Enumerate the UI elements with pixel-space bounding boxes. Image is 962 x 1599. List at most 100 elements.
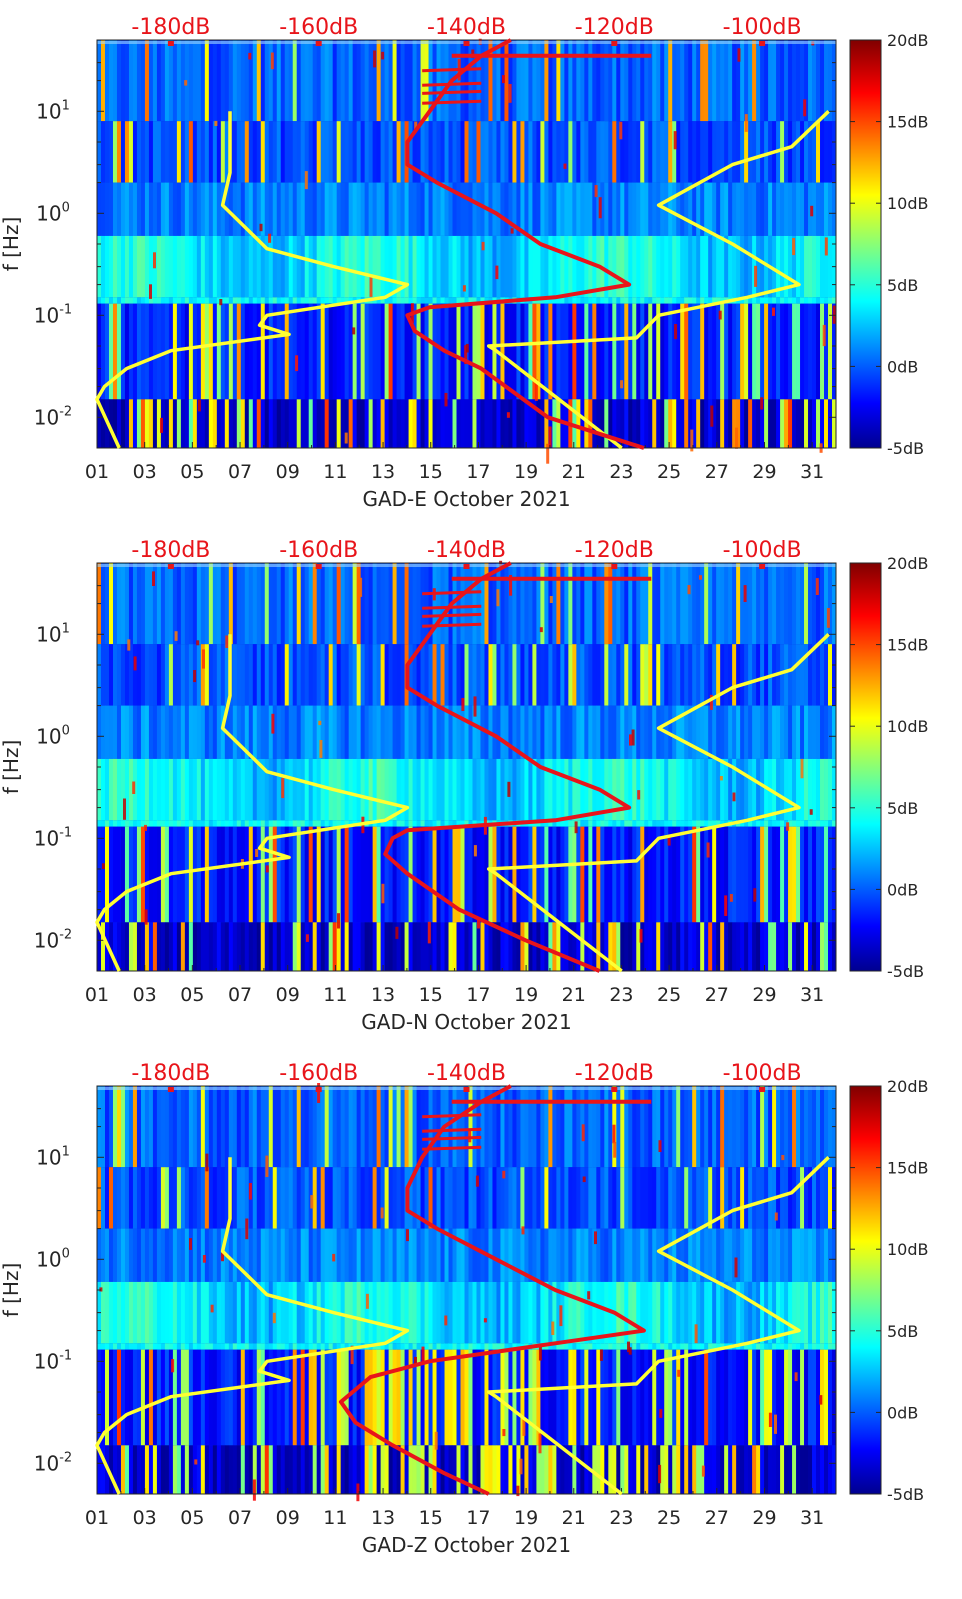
spectrogram-cell — [432, 40, 437, 122]
spectrogram-cell — [612, 1167, 617, 1229]
spectrogram-cell — [144, 303, 150, 400]
spectrogram-cell — [576, 121, 581, 183]
spectrogram-cell — [344, 40, 350, 122]
spectrogram-cell — [656, 121, 661, 183]
spectrogram-cell — [736, 644, 741, 706]
spectrogram-cell — [304, 1349, 310, 1446]
spectrogram-cell — [432, 1167, 437, 1229]
x-tick-label: 25 — [657, 461, 681, 483]
spectrogram-cell — [604, 1445, 609, 1494]
spectrogram-cell — [760, 121, 765, 183]
spectrogram-cell — [252, 1086, 258, 1168]
spectrogram-cell — [148, 1445, 154, 1494]
spectrogram-cell — [564, 563, 569, 645]
spectrogram-cell — [304, 1343, 310, 1350]
spectrogram-cell — [224, 121, 230, 183]
x-tick-label: 13 — [371, 461, 395, 483]
spectrogram-cell — [684, 182, 689, 236]
spectrogram-cell — [456, 1343, 461, 1350]
spectrogram-cell — [464, 826, 469, 923]
spectrogram-cell — [656, 563, 661, 645]
spectrogram-cell — [320, 1445, 326, 1494]
spectrogram-cell — [620, 1167, 625, 1229]
spectrogram-cell — [164, 121, 170, 183]
spectrogram-cell — [684, 758, 689, 821]
spectrogram-cell — [496, 40, 501, 122]
spectrogram-cell — [336, 820, 342, 827]
spectrogram-cell — [816, 1445, 821, 1494]
spectrogram-cell — [376, 820, 382, 827]
spectrogram-cell — [700, 1281, 705, 1344]
colorbar-tick-label: 0dB — [887, 357, 918, 376]
spectrogram-hotspot — [551, 1321, 555, 1335]
spectrogram-cell — [460, 644, 465, 706]
spectrogram-cell — [680, 297, 685, 304]
spectrogram-cell — [108, 399, 114, 448]
spectrogram-cell — [740, 1349, 745, 1446]
top-axis-tick-label: -140dB — [427, 538, 506, 563]
spectrogram-cell — [572, 121, 577, 183]
spectrogram-cell — [356, 922, 362, 971]
spectrogram-cell — [732, 644, 737, 706]
spectrogram-cell — [444, 826, 449, 923]
spectrogram-cell — [112, 121, 118, 183]
spectrogram-cell — [428, 40, 433, 122]
spectrogram-cell — [476, 563, 481, 645]
spectrogram-cell — [740, 40, 745, 122]
spectrogram-cell — [456, 922, 461, 971]
spectrogram-cell — [160, 705, 166, 759]
spectrogram-cell — [576, 563, 581, 645]
spectrogram-cell — [656, 399, 661, 448]
spectrogram-cell — [168, 297, 174, 304]
spectrogram-cell — [756, 820, 761, 827]
spectrogram-cell — [104, 303, 110, 400]
spectrogram-cell — [108, 1167, 114, 1229]
spectrogram-cell — [604, 820, 609, 827]
spectrogram-cell — [336, 297, 342, 304]
spectrogram-cell — [160, 922, 166, 971]
spectrogram-cell — [616, 235, 621, 298]
spectrogram-cell — [544, 121, 549, 183]
spectrogram-cell — [188, 1445, 194, 1494]
spectrogram-cell — [756, 399, 761, 448]
spectrogram-cell — [320, 826, 326, 923]
spectrogram-cell — [364, 563, 370, 645]
spectrogram-cell — [252, 758, 258, 821]
spectrogram-cell — [276, 1349, 282, 1446]
spectrogram-cell — [320, 1343, 326, 1350]
spectrogram-cell — [804, 399, 809, 448]
spectrogram-cell — [660, 1445, 665, 1494]
spectrogram-cell — [688, 922, 693, 971]
spectrogram-cell — [288, 826, 294, 923]
spectrogram-cell — [728, 922, 733, 971]
spectrogram-cell — [304, 705, 310, 759]
spectrogram-cell — [728, 826, 733, 923]
spectrogram-cell — [236, 1167, 242, 1229]
spectrogram-cell — [620, 826, 625, 923]
spectrogram-cell — [340, 303, 346, 400]
x-tick-label: 11 — [323, 461, 347, 483]
spectrogram-cell — [448, 820, 453, 827]
spectrogram-cell — [616, 1349, 621, 1446]
colorbar-tick-label: 5dB — [887, 799, 918, 818]
spectrogram-cell — [724, 399, 729, 448]
spectrogram-cell — [380, 1281, 386, 1344]
spectrogram-cell — [448, 826, 453, 923]
spectrogram-cell — [652, 1343, 657, 1350]
spectrogram-cell — [312, 297, 318, 304]
spectrogram-cell — [172, 1343, 178, 1350]
spectrogram-cell — [744, 303, 749, 400]
spectrogram-hotspot — [619, 121, 623, 140]
spectrogram-cell — [292, 1343, 298, 1350]
spectrogram-cell — [484, 297, 489, 304]
spectrogram-cell — [636, 1445, 641, 1494]
spectrogram-cell — [488, 235, 493, 298]
spectrogram-cell — [824, 303, 829, 400]
spectrogram-cell — [128, 820, 134, 827]
spectrogram-cell — [480, 826, 485, 923]
spectrogram-cell — [824, 182, 829, 236]
spectrogram-cell — [396, 563, 401, 645]
spectrogram-cell — [300, 40, 306, 122]
spectrogram-cell — [384, 644, 389, 706]
spectrogram-cell — [296, 1445, 302, 1494]
